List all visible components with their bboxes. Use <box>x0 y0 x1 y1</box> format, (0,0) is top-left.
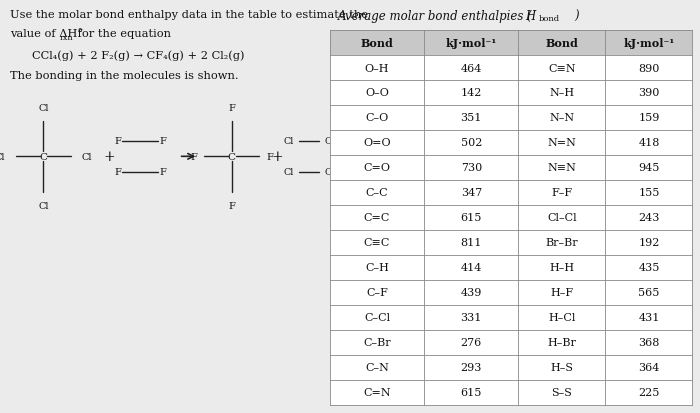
Text: F: F <box>114 168 121 177</box>
Text: 730: 730 <box>461 163 482 173</box>
Text: 276: 276 <box>461 337 482 347</box>
Text: kJ·mol⁻¹: kJ·mol⁻¹ <box>446 38 497 49</box>
Text: H–F: H–F <box>550 287 573 298</box>
Text: F: F <box>266 152 273 161</box>
Text: 565: 565 <box>638 287 659 298</box>
Text: 155: 155 <box>638 188 659 198</box>
Text: N–H: N–H <box>550 88 575 98</box>
Text: Cl: Cl <box>283 168 293 177</box>
Text: C–N: C–N <box>365 362 389 373</box>
Text: 615: 615 <box>461 213 482 223</box>
Text: CCl₄(g) + 2 F₂(g) → CF₄(g) + 2 Cl₂(g): CCl₄(g) + 2 F₂(g) → CF₄(g) + 2 Cl₂(g) <box>32 50 245 61</box>
Text: C≡N: C≡N <box>548 63 575 74</box>
Text: H–Cl: H–Cl <box>548 313 575 323</box>
Text: H–H: H–H <box>550 263 575 273</box>
Text: 225: 225 <box>638 387 659 397</box>
Text: Cl: Cl <box>0 152 6 161</box>
Text: Cl: Cl <box>325 168 335 177</box>
Text: C–Cl: C–Cl <box>364 313 390 323</box>
Text: 890: 890 <box>638 63 659 74</box>
Text: 418: 418 <box>638 138 659 148</box>
Text: C–F: C–F <box>366 287 388 298</box>
Text: N–N: N–N <box>550 113 575 123</box>
Text: Bond: Bond <box>545 38 578 49</box>
Text: N≡N: N≡N <box>547 163 576 173</box>
Text: 331: 331 <box>461 313 482 323</box>
Text: Cl: Cl <box>38 201 49 210</box>
Text: O=O: O=O <box>363 138 391 148</box>
Text: F: F <box>159 137 166 146</box>
Text: F: F <box>159 168 166 177</box>
Text: C–Br: C–Br <box>363 337 391 347</box>
Text: F: F <box>114 137 121 146</box>
Bar <box>330 31 692 56</box>
Text: H: H <box>525 10 536 23</box>
Text: 390: 390 <box>638 88 659 98</box>
Text: F: F <box>228 104 235 113</box>
Text: 439: 439 <box>461 287 482 298</box>
Text: C–C: C–C <box>365 188 389 198</box>
Text: N=N: N=N <box>547 138 576 148</box>
Text: value of ΔH°: value of ΔH° <box>10 29 83 39</box>
Text: 945: 945 <box>638 163 659 173</box>
Text: 615: 615 <box>461 387 482 397</box>
Text: 435: 435 <box>638 263 659 273</box>
Text: F–F: F–F <box>552 188 573 198</box>
Text: 192: 192 <box>638 238 659 248</box>
Text: Cl: Cl <box>81 152 92 161</box>
Text: Average molar bond enthalpies (: Average molar bond enthalpies ( <box>337 10 532 23</box>
Text: F: F <box>190 152 197 161</box>
Text: 351: 351 <box>461 113 482 123</box>
Text: 811: 811 <box>461 238 482 248</box>
Text: F: F <box>228 201 235 210</box>
Text: 159: 159 <box>638 113 659 123</box>
Text: H–S: H–S <box>550 362 573 373</box>
Text: C≡C: C≡C <box>364 238 390 248</box>
Text: 142: 142 <box>461 88 482 98</box>
Text: 243: 243 <box>638 213 659 223</box>
Text: The bonding in the molecules is shown.: The bonding in the molecules is shown. <box>10 71 238 81</box>
Text: O–O: O–O <box>365 88 389 98</box>
Text: Cl: Cl <box>283 137 293 146</box>
Text: 293: 293 <box>461 362 482 373</box>
Text: kJ·mol⁻¹: kJ·mol⁻¹ <box>623 38 675 49</box>
Text: rxn: rxn <box>60 34 74 42</box>
Text: 431: 431 <box>638 313 659 323</box>
Text: +: + <box>271 150 283 164</box>
Text: ): ) <box>574 10 579 23</box>
Text: 364: 364 <box>638 362 659 373</box>
Text: Use the molar bond enthalpy data in the table to estimate the: Use the molar bond enthalpy data in the … <box>10 10 368 20</box>
Text: Br–Br: Br–Br <box>545 238 578 248</box>
Text: O–H: O–H <box>365 63 389 74</box>
Text: +: + <box>104 150 116 164</box>
Text: C: C <box>39 152 48 161</box>
Text: C–H: C–H <box>365 263 389 273</box>
Text: Cl: Cl <box>325 137 335 146</box>
Text: Cl–Cl: Cl–Cl <box>547 213 577 223</box>
Text: S–S: S–S <box>552 387 573 397</box>
Text: bond: bond <box>538 15 560 23</box>
Text: 368: 368 <box>638 337 659 347</box>
Bar <box>330 56 692 405</box>
Text: C: C <box>228 152 236 161</box>
Text: 347: 347 <box>461 188 482 198</box>
Text: Cl: Cl <box>38 104 49 113</box>
Text: Bond: Bond <box>360 38 393 49</box>
Text: 414: 414 <box>461 263 482 273</box>
Text: H–Br: H–Br <box>547 337 576 347</box>
Text: for the equation: for the equation <box>74 29 171 39</box>
Text: C=O: C=O <box>363 163 391 173</box>
Text: C=N: C=N <box>363 387 391 397</box>
Text: 464: 464 <box>461 63 482 74</box>
Text: 502: 502 <box>461 138 482 148</box>
Text: C=C: C=C <box>364 213 390 223</box>
Text: C–O: C–O <box>365 113 389 123</box>
